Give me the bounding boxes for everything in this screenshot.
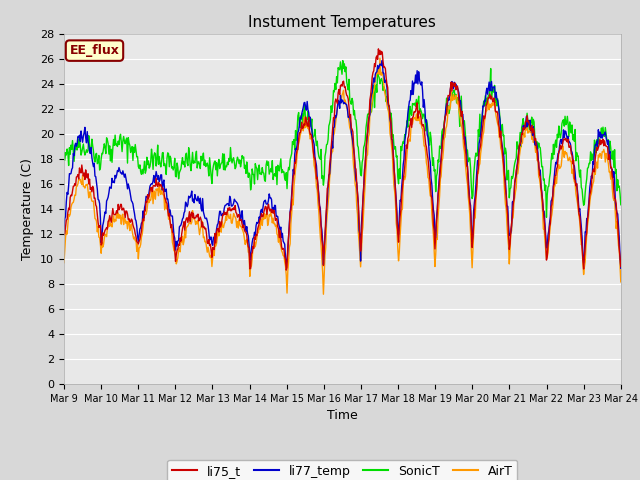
li77_temp <box>617 265 625 271</box>
li77_temp <box>184 202 192 207</box>
AirT <box>376 55 384 61</box>
AirT <box>428 212 436 217</box>
Title: Instument Temperatures: Instument Temperatures <box>248 15 436 30</box>
Line: li77_temp: li77_temp <box>64 60 621 268</box>
SonicT <box>411 100 419 106</box>
li75_t <box>617 264 625 270</box>
li75_t <box>214 226 221 231</box>
Line: SonicT: SonicT <box>64 60 621 217</box>
li75_t <box>374 46 382 52</box>
SonicT <box>617 202 625 208</box>
li77_temp <box>378 58 386 63</box>
li75_t <box>412 108 419 114</box>
AirT <box>617 279 625 285</box>
SonicT <box>428 135 435 141</box>
Line: AirT: AirT <box>64 58 621 294</box>
Legend: li75_t, li77_temp, SonicT, AirT: li75_t, li77_temp, SonicT, AirT <box>167 460 518 480</box>
li77_temp <box>127 198 135 204</box>
SonicT <box>70 158 78 164</box>
li77_temp <box>411 81 419 86</box>
li75_t <box>184 219 192 225</box>
SonicT <box>60 150 68 156</box>
li77_temp <box>70 153 78 158</box>
li77_temp <box>428 176 435 181</box>
Line: li75_t: li75_t <box>64 49 621 270</box>
Text: EE_flux: EE_flux <box>70 44 120 57</box>
AirT <box>184 223 192 229</box>
SonicT <box>214 173 221 179</box>
AirT <box>214 235 221 240</box>
Y-axis label: Temperature (C): Temperature (C) <box>22 158 35 260</box>
li75_t <box>70 183 78 189</box>
li75_t <box>428 195 436 201</box>
AirT <box>319 291 327 297</box>
li75_t <box>282 267 290 273</box>
li75_t <box>60 232 68 238</box>
AirT <box>60 260 68 265</box>
li75_t <box>127 216 135 222</box>
SonicT <box>543 215 550 220</box>
SonicT <box>184 163 192 168</box>
X-axis label: Time: Time <box>327 409 358 422</box>
AirT <box>412 117 419 123</box>
AirT <box>70 196 78 202</box>
li77_temp <box>60 232 68 238</box>
AirT <box>127 221 135 227</box>
li77_temp <box>214 222 221 228</box>
SonicT <box>339 58 347 63</box>
SonicT <box>127 145 135 151</box>
